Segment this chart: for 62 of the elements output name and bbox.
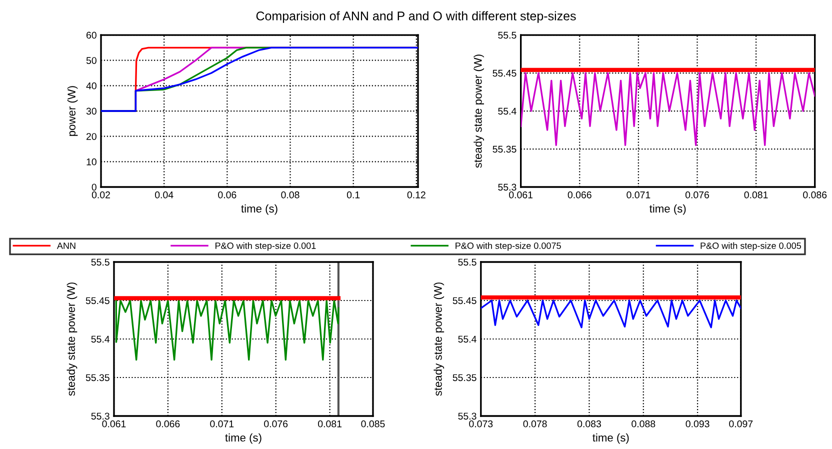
y-tick-label: 20 bbox=[86, 133, 96, 140]
x-tick-label: 0.085 bbox=[361, 420, 385, 428]
x-tick-label: 0.086 bbox=[803, 191, 827, 198]
y-tick-label: 55.4 bbox=[91, 336, 110, 343]
x-tick-label: 0.02 bbox=[92, 191, 110, 198]
y-tick-label: 55.45 bbox=[86, 297, 110, 304]
x-tick-label: 0.093 bbox=[686, 420, 710, 428]
x-tick-label: 0.071 bbox=[626, 191, 650, 198]
x-tick-label: 0.04 bbox=[155, 191, 174, 198]
y-tick-label: 0 bbox=[92, 184, 96, 191]
y-tick-label: 55.35 bbox=[86, 374, 110, 382]
x-tick-label: 0.081 bbox=[318, 420, 342, 428]
y-tick-label: 55.3 bbox=[458, 412, 476, 420]
x-tick-label: 0.078 bbox=[523, 420, 547, 428]
y-tick-label: 55.35 bbox=[452, 374, 476, 382]
y-tick-label: 55.45 bbox=[452, 297, 476, 304]
legend-label: ANN bbox=[56, 242, 76, 249]
x-tick-label: 0.066 bbox=[568, 191, 592, 198]
legend-label: P&O with step-size 0.001 bbox=[216, 242, 316, 251]
x-tick-label: 0.097 bbox=[729, 420, 753, 428]
y-tick-label: 55.3 bbox=[91, 412, 110, 420]
x-axis-title: time (s) bbox=[650, 204, 686, 215]
y-tick-label: 55.5 bbox=[91, 258, 110, 266]
y-tick-label: 30 bbox=[86, 108, 96, 115]
y-tick-label: 55.4 bbox=[498, 108, 516, 115]
y-tick-label: 40 bbox=[86, 82, 96, 90]
line-series bbox=[520, 72, 815, 146]
x-tick-label: 0.06 bbox=[218, 191, 236, 198]
y-tick-label: 10 bbox=[86, 158, 96, 166]
x-tick-label: 0.081 bbox=[744, 191, 768, 198]
x-tick-label: 0.066 bbox=[156, 420, 180, 428]
x-tick-label: 0.088 bbox=[632, 420, 656, 428]
x-axis-title: time (s) bbox=[241, 204, 278, 215]
x-tick-label: 0.061 bbox=[509, 191, 533, 198]
y-axis-title: power (W) bbox=[67, 86, 78, 136]
y-tick-label: 55.4 bbox=[458, 336, 476, 343]
x-tick-label: 0.061 bbox=[102, 420, 126, 428]
y-axis-title: steady state power (W) bbox=[434, 282, 444, 396]
y-tick-label: 55.45 bbox=[492, 70, 516, 77]
x-tick-label: 0.12 bbox=[407, 191, 426, 198]
x-tick-label: 0.1 bbox=[346, 191, 360, 198]
legend-label: P&O with step-size 0.005 bbox=[700, 242, 802, 251]
y-tick-label: 55.5 bbox=[458, 258, 476, 266]
y-tick-label: 55.35 bbox=[492, 146, 516, 153]
x-tick-label: 0.083 bbox=[577, 420, 601, 428]
y-tick-label: 50 bbox=[86, 57, 96, 64]
x-tick-label: 0.071 bbox=[210, 420, 234, 428]
line-series bbox=[480, 300, 741, 328]
y-tick-label: 60 bbox=[86, 32, 96, 39]
y-tick-label: 55.3 bbox=[498, 184, 516, 191]
y-axis-title: steady state power (W) bbox=[66, 282, 78, 396]
y-tick-label: 55.5 bbox=[498, 32, 516, 39]
x-tick-label: 0.073 bbox=[469, 420, 493, 428]
x-axis-title: time (s) bbox=[225, 433, 262, 444]
x-axis-title: time (s) bbox=[592, 433, 629, 444]
legend-label: P&O with step-size 0.0075 bbox=[456, 242, 561, 251]
x-tick-label: 0.08 bbox=[281, 191, 300, 198]
chart-title: Comparision of ANN and P and O with different step-sizes bbox=[256, 11, 576, 23]
x-tick-label: 0.076 bbox=[264, 420, 288, 428]
line-series bbox=[115, 300, 340, 361]
x-tick-label: 0.076 bbox=[685, 191, 709, 198]
y-axis-title: steady state power (W) bbox=[474, 54, 484, 168]
